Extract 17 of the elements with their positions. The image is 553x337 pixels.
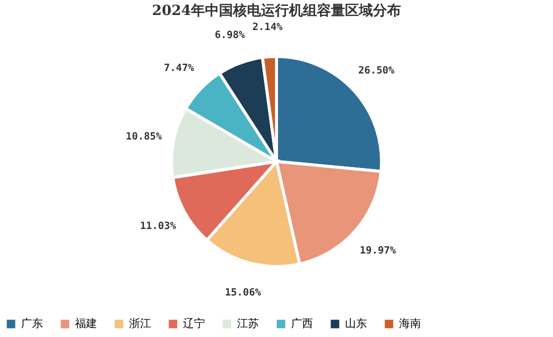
data-label: 26.50%	[358, 66, 394, 77]
data-label: 15.06%	[224, 287, 261, 298]
legend-label: 浙江	[129, 317, 151, 330]
legend-label: 山东	[345, 317, 367, 330]
legend-label: 广东	[21, 317, 43, 330]
legend-label: 海南	[399, 317, 421, 330]
legend-label: 福建	[75, 317, 97, 330]
legend-label: 江苏	[237, 317, 259, 330]
data-label: 10.85%	[126, 131, 162, 142]
data-label: 11.03%	[140, 221, 176, 232]
data-label: 19.97%	[360, 246, 396, 257]
data-label: 6.98%	[214, 30, 245, 41]
chart-title: 2024年中国核电运行机组容量区域分布	[152, 2, 401, 19]
legend-label: 辽宁	[183, 317, 205, 330]
legend-label: 广西	[291, 317, 313, 330]
data-label: 7.47%	[164, 63, 194, 74]
data-label: 2.14%	[252, 22, 282, 33]
